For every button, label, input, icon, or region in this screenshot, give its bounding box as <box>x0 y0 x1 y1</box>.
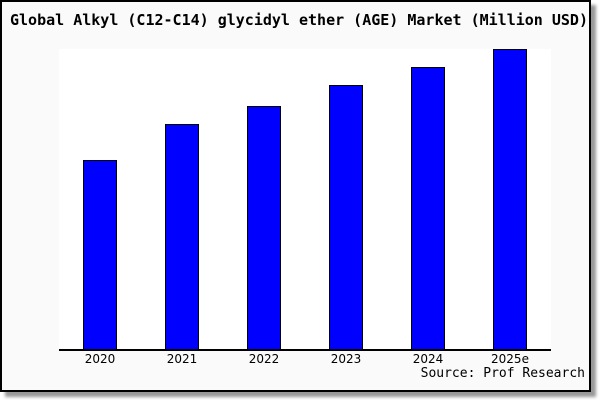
chart-title: Global Alkyl (C12-C14) glycidyl ether (A… <box>10 11 588 29</box>
x-tick-label-2023: 2023 <box>330 352 362 366</box>
bar-2021 <box>165 124 199 349</box>
x-tick-label-2024: 2024 <box>412 352 444 366</box>
x-tick-label-2020: 2020 <box>84 352 116 366</box>
chart-figure: Global Alkyl (C12-C14) glycidyl ether (A… <box>0 0 591 392</box>
bar-2020 <box>83 160 117 349</box>
x-tick-label-2021: 2021 <box>166 352 198 366</box>
source-note: Source: Prof Research <box>420 366 585 381</box>
bar-2024 <box>411 67 445 349</box>
x-tick-label-2022: 2022 <box>248 352 280 366</box>
plot-area <box>59 49 551 351</box>
bar-2025e <box>493 49 527 349</box>
x-tick-label-2025e: 2025e <box>491 352 529 366</box>
bar-2023 <box>329 85 363 349</box>
bar-2022 <box>247 106 281 349</box>
